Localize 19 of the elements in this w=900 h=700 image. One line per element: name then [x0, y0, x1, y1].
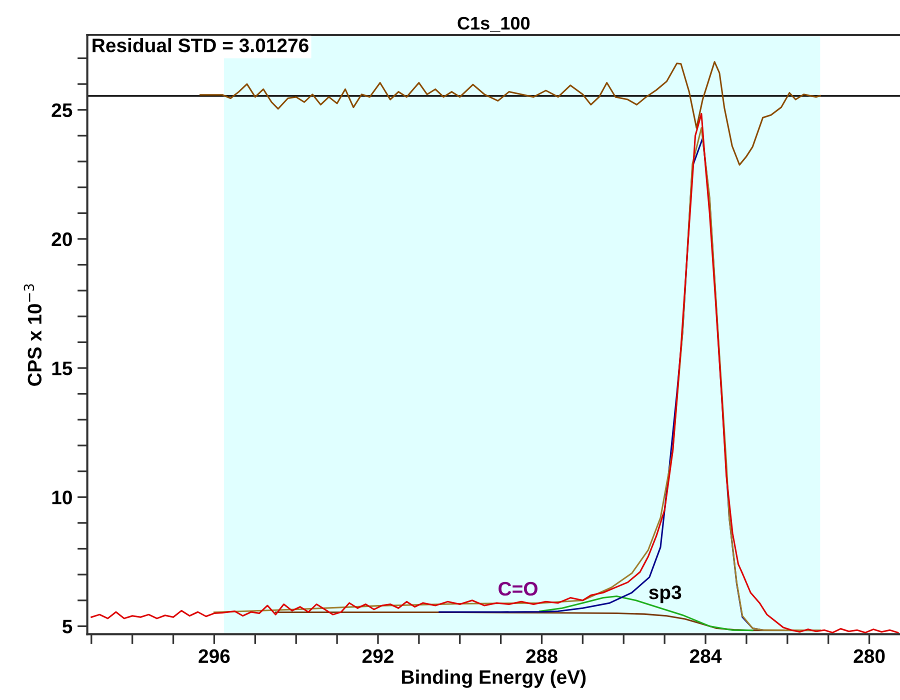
annotation: Residual STD = 3.01276 — [92, 38, 308, 52]
y-tick-label: 10 — [52, 490, 72, 504]
x-tick-label: 284 — [690, 649, 722, 664]
y-tick-label: 20 — [52, 232, 72, 246]
annotation: sp3 — [649, 586, 682, 604]
chart-title: C1s_100 — [458, 16, 530, 32]
x-axis-title: Binding Energy (eV) — [402, 670, 586, 688]
y-tick-label: 25 — [52, 103, 72, 118]
x-tick-label: 296 — [198, 649, 230, 664]
y-tick-label: 15 — [52, 362, 72, 376]
line-series — [90, 112, 899, 634]
line-series — [200, 61, 821, 166]
x-tick-label: 292 — [362, 649, 394, 664]
y-axis-title: CPS x 10$^{−3}$ — [24, 284, 42, 386]
y-tick-label: 5 — [62, 620, 72, 634]
annotation: C=O — [498, 582, 538, 596]
x-tick-label: 280 — [854, 649, 885, 664]
x-tick-label: 288 — [526, 649, 558, 664]
line-series — [213, 127, 821, 632]
